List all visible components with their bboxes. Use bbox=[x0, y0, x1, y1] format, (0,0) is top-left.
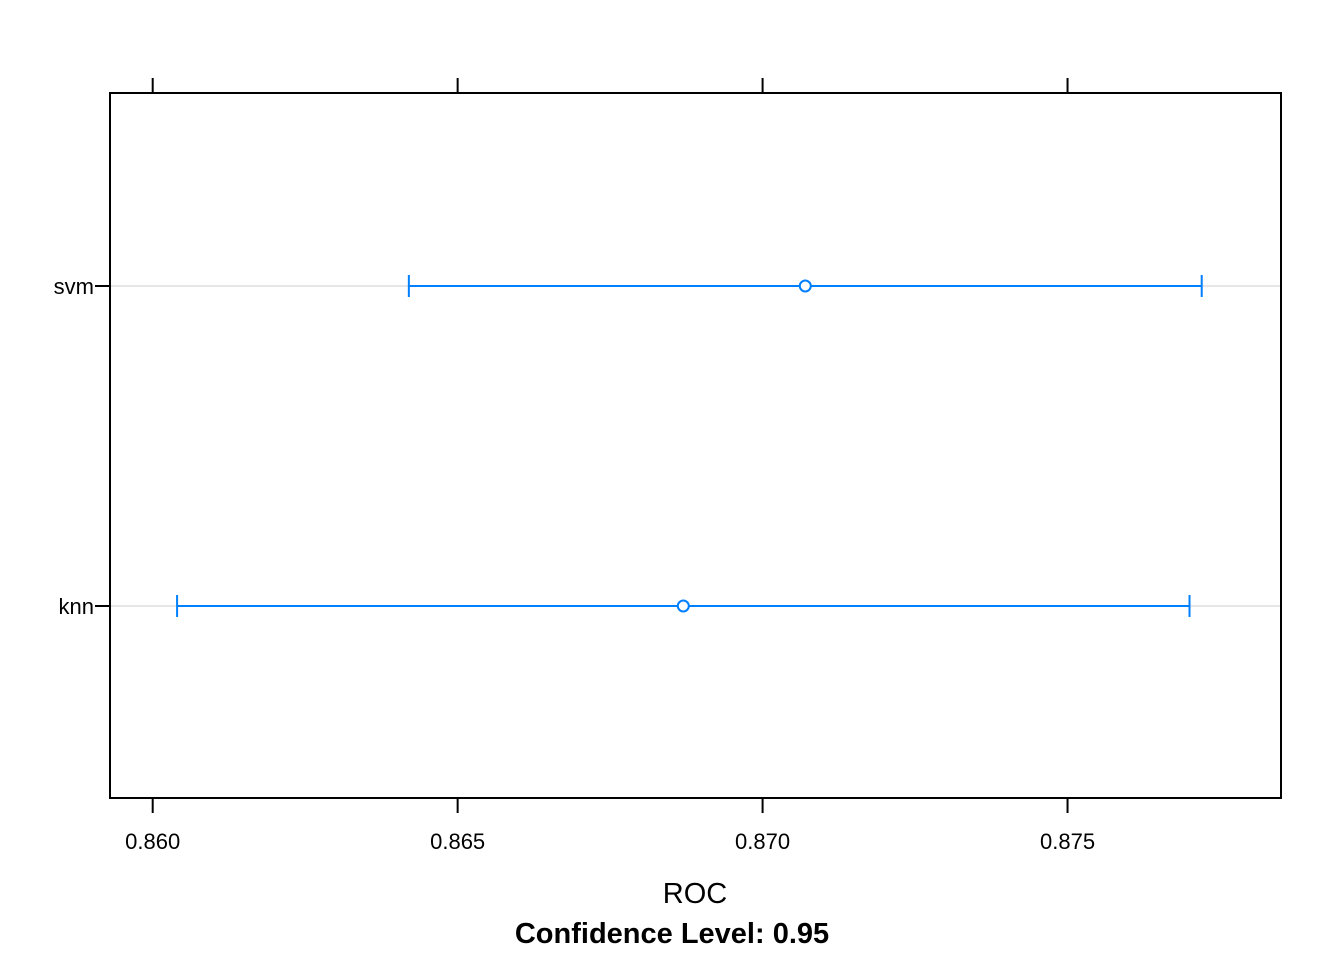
y-axis-tick-labels: svm knn bbox=[54, 274, 94, 619]
estimate-point-knn bbox=[676, 599, 690, 613]
x-tick-label: 0.860 bbox=[125, 829, 180, 854]
estimate-point-svm bbox=[798, 279, 812, 293]
x-tick-label: 0.875 bbox=[1040, 829, 1095, 854]
y-axis-ticks bbox=[95, 285, 110, 607]
bottom-axis-ticks bbox=[151, 798, 1069, 813]
x-axis-tick-labels: 0.860 0.865 0.870 0.875 bbox=[125, 829, 1095, 854]
x-axis-title: ROC bbox=[663, 878, 727, 910]
confidence-level-label: Confidence Level: 0.95 bbox=[515, 918, 829, 950]
y-tick-label-svm: svm bbox=[54, 274, 94, 299]
x-tick-label: 0.865 bbox=[430, 829, 485, 854]
x-tick-label: 0.870 bbox=[735, 829, 790, 854]
reference-lines bbox=[110, 285, 1281, 607]
top-axis-ticks bbox=[151, 78, 1069, 93]
y-tick-label-knn: knn bbox=[59, 594, 94, 619]
confidence-intervals bbox=[176, 275, 1203, 617]
plot-panel bbox=[109, 92, 1282, 799]
